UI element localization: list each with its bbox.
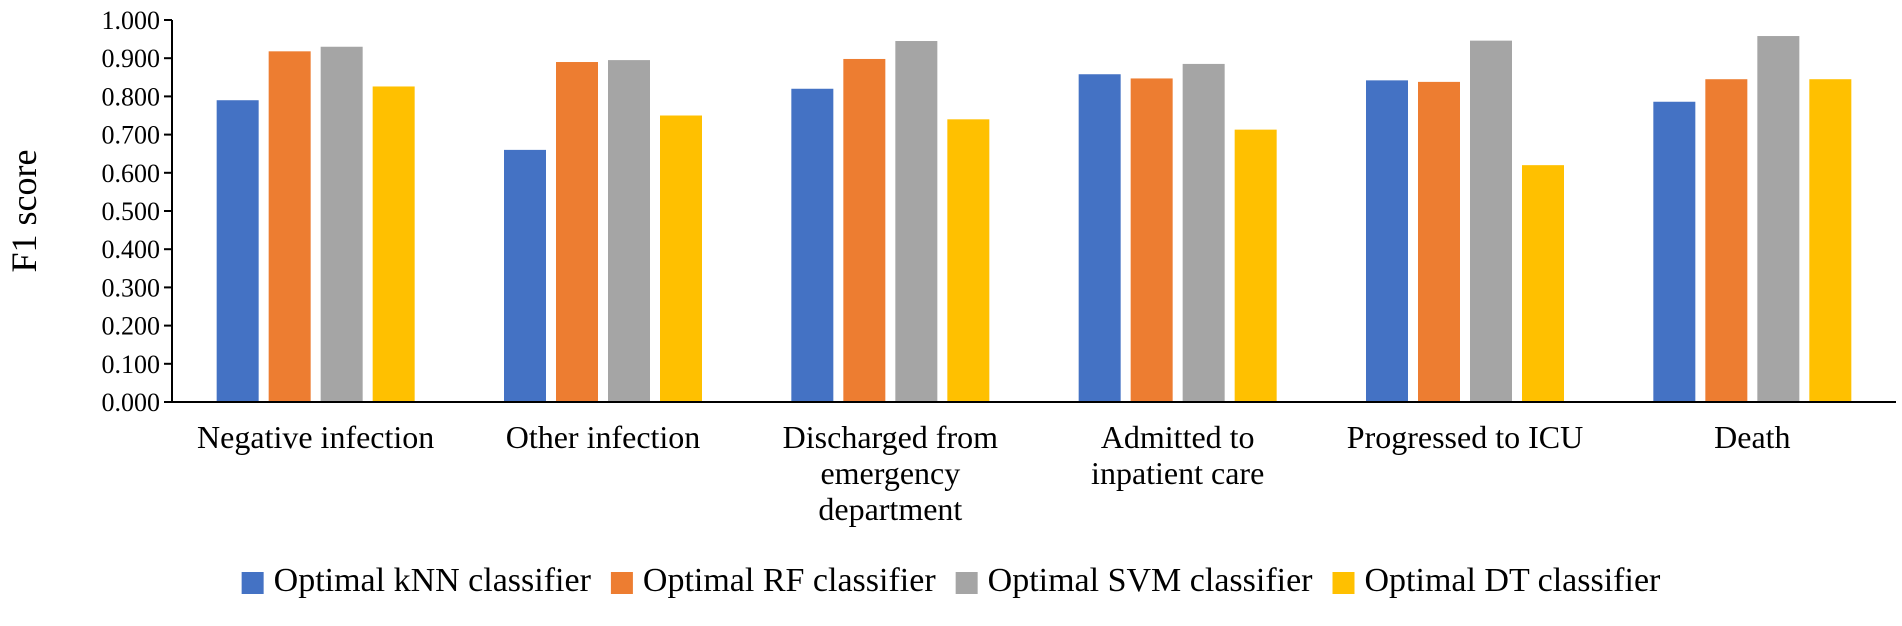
y-tick-label: 0.700 <box>102 121 161 150</box>
y-axis-ticks: 0.000 0.100 0.200 0.300 0.400 0.500 0.600 0.700… <box>102 6 172 417</box>
legend-label: Optimal RF classifier <box>643 562 936 599</box>
y-tick-label: 0.800 <box>102 82 161 111</box>
y-tick-label: 0.000 <box>102 388 161 417</box>
bar-optimal-rf-classifier-2 <box>843 58 886 403</box>
bar-optimal-dt-classifier-3 <box>1234 129 1277 402</box>
legend: Optimal kNN classifier Optimal RF classif… <box>241 562 1662 599</box>
y-tick-label: 0.200 <box>102 312 161 341</box>
legend-swatch <box>955 572 978 594</box>
y-tick-label: 0.100 <box>102 350 161 379</box>
bar-optimal-svm-classifier-0 <box>320 46 363 403</box>
legend-swatch <box>241 572 264 594</box>
x-axis-category-labels: Negative infection Other infection Dischar… <box>197 419 1790 527</box>
bar-optimal-dt-classifier-1 <box>660 115 702 402</box>
bar-optimal-svm-classifier-2 <box>895 41 938 402</box>
y-tick-label: 0.600 <box>102 159 161 188</box>
y-tick-label: 1.000 <box>102 6 161 35</box>
bar-optimal-rf-classifier-3 <box>1130 78 1173 403</box>
legend-item: Optimal DT classifier <box>1332 562 1662 599</box>
y-tick-label: 0.500 <box>102 197 161 226</box>
bar-optimal-svm-classifier-4 <box>1470 40 1512 403</box>
y-tick-label: 0.400 <box>102 235 161 264</box>
legend-item: Optimal SVM classifier <box>955 562 1314 599</box>
legend-label: Optimal SVM classifier <box>988 562 1314 599</box>
x-category-label: Negative infection <box>197 419 434 455</box>
legend-item: Optimal RF classifier <box>610 562 936 599</box>
bar-optimal-knn-classifier-0 <box>216 100 259 402</box>
y-tick-label: 0.300 <box>102 273 161 302</box>
x-category-label: Discharged from emergency department <box>783 419 998 527</box>
y-tick-label: 0.900 <box>102 44 161 73</box>
bar-optimal-knn-classifier-4 <box>1366 80 1408 402</box>
legend-label: Optimal kNN classifier <box>274 562 592 599</box>
x-category-label: Other infection <box>506 419 701 455</box>
legend-swatch <box>1332 572 1355 594</box>
y-axis-title: F1 score <box>4 150 44 273</box>
bar-optimal-knn-classifier-5 <box>1653 101 1696 403</box>
bar-optimal-rf-classifier-1 <box>556 62 598 403</box>
bars <box>216 36 1852 403</box>
bar-optimal-rf-classifier-4 <box>1418 81 1460 402</box>
x-category-label: Admitted to inpatient care <box>1091 419 1264 491</box>
bar-optimal-dt-classifier-5 <box>1809 79 1852 403</box>
bar-optimal-dt-classifier-0 <box>372 86 415 402</box>
bar-optimal-knn-classifier-3 <box>1078 74 1121 402</box>
bar-optimal-svm-classifier-1 <box>608 60 650 403</box>
bar-optimal-knn-classifier-2 <box>791 88 834 402</box>
legend-item: Optimal kNN classifier <box>241 562 592 599</box>
bar-optimal-dt-classifier-4 <box>1522 165 1564 402</box>
bar-optimal-rf-classifier-0 <box>268 51 311 402</box>
bar-optimal-svm-classifier-5 <box>1757 36 1800 402</box>
bar-optimal-knn-classifier-1 <box>504 149 546 402</box>
bar-optimal-dt-classifier-2 <box>947 119 990 402</box>
legend-swatch <box>610 572 633 594</box>
x-category-label: Death <box>1714 419 1790 455</box>
legend-label: Optimal DT classifier <box>1365 562 1662 599</box>
bar-optimal-svm-classifier-3 <box>1182 63 1225 403</box>
bar-optimal-rf-classifier-5 <box>1705 79 1748 403</box>
x-category-label: Progressed to ICU <box>1347 419 1583 455</box>
